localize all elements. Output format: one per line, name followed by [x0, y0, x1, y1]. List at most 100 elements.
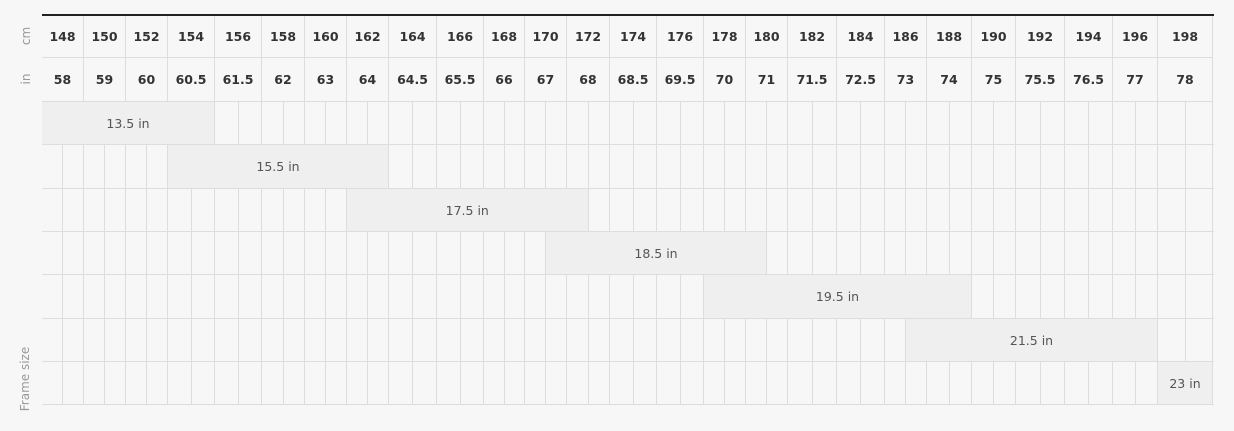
column-divider — [993, 275, 994, 319]
column-divider — [787, 145, 788, 189]
column-divider — [884, 319, 885, 362]
column-divider — [971, 362, 972, 405]
column-divider — [609, 189, 610, 232]
column-divider — [261, 232, 262, 275]
column-divider — [1039, 362, 1041, 405]
row-label-frame-size: Frame size — [18, 346, 32, 412]
column-divider — [1015, 189, 1016, 232]
column-divider — [483, 275, 484, 319]
row-label-cm: cm — [19, 26, 33, 46]
in-cell: 70 — [704, 58, 746, 102]
column-divider — [125, 145, 126, 189]
column-divider — [146, 145, 147, 189]
column-divider — [836, 362, 837, 405]
column-divider — [926, 145, 927, 189]
row-divider — [42, 231, 1214, 232]
column-divider — [566, 102, 567, 145]
column-divider — [1112, 145, 1113, 189]
column-divider — [503, 145, 505, 189]
column-divider — [1134, 232, 1136, 275]
column-divider — [1212, 102, 1213, 145]
column-divider — [860, 362, 861, 405]
column-divider — [545, 102, 546, 145]
column-divider — [1212, 145, 1213, 189]
cm-cell: 160 — [305, 16, 347, 58]
in-cell: 73 — [885, 58, 927, 102]
column-divider — [412, 319, 413, 362]
column-divider — [304, 362, 305, 405]
column-divider — [1157, 102, 1158, 145]
column-divider — [1015, 362, 1016, 405]
column-divider — [926, 102, 927, 145]
column-divider — [459, 102, 461, 145]
column-divider — [282, 362, 284, 405]
column-divider — [1064, 102, 1065, 145]
cm-cell: 158 — [262, 16, 305, 58]
column-divider — [304, 102, 305, 145]
cm-cell: 180 — [746, 16, 788, 58]
column-divider — [459, 145, 461, 189]
column-divider — [104, 189, 105, 232]
column-divider — [459, 319, 461, 362]
frame-size-bar: 21.5 in — [906, 319, 1158, 361]
column-divider — [1212, 189, 1213, 232]
row-divider — [42, 144, 1214, 145]
column-divider — [905, 232, 906, 275]
column-divider — [104, 232, 105, 275]
column-divider — [545, 275, 546, 319]
column-divider — [836, 189, 837, 232]
column-divider — [1039, 145, 1041, 189]
row-divider — [42, 188, 1214, 189]
cm-cell: 192 — [1016, 16, 1065, 58]
column-divider — [190, 232, 192, 275]
column-divider — [948, 145, 950, 189]
column-divider — [503, 275, 505, 319]
column-divider — [146, 319, 147, 362]
column-divider — [436, 319, 437, 362]
column-divider — [483, 319, 484, 362]
column-divider — [346, 189, 347, 232]
column-divider — [971, 232, 972, 275]
column-divider — [167, 189, 168, 232]
column-divider — [1064, 189, 1065, 232]
in-cell: 59 — [84, 58, 126, 102]
in-cell: 68 — [567, 58, 610, 102]
column-divider — [703, 275, 704, 319]
column-divider — [656, 275, 657, 319]
column-divider — [237, 362, 239, 405]
column-divider — [62, 319, 63, 362]
in-cell: 68.5 — [610, 58, 657, 102]
column-divider — [632, 319, 634, 362]
cm-cell: 178 — [704, 16, 746, 58]
column-divider — [1039, 102, 1041, 145]
column-divider — [125, 275, 126, 319]
column-divider — [679, 145, 681, 189]
column-divider — [214, 319, 215, 362]
in-cell: 74 — [927, 58, 972, 102]
column-divider — [1184, 232, 1186, 275]
column-divider — [1212, 232, 1213, 275]
frame-size-bar: 15.5 in — [168, 145, 389, 188]
column-divider — [483, 145, 484, 189]
column-divider — [787, 102, 788, 145]
column-divider — [587, 102, 589, 145]
column-divider — [905, 319, 906, 362]
column-divider — [346, 275, 347, 319]
column-divider — [1112, 275, 1113, 319]
cm-cell: 172 — [567, 16, 610, 58]
column-divider — [1039, 275, 1041, 319]
column-divider — [811, 189, 813, 232]
column-divider — [483, 362, 484, 405]
column-divider — [325, 275, 326, 319]
column-divider — [524, 145, 525, 189]
column-divider — [1015, 102, 1016, 145]
column-divider — [412, 362, 413, 405]
cm-cell: 156 — [215, 16, 262, 58]
column-divider — [656, 145, 657, 189]
column-divider — [367, 275, 368, 319]
column-divider — [282, 275, 284, 319]
column-divider — [237, 102, 239, 145]
column-divider — [811, 319, 813, 362]
column-divider — [62, 189, 63, 232]
row-divider — [42, 404, 1214, 405]
